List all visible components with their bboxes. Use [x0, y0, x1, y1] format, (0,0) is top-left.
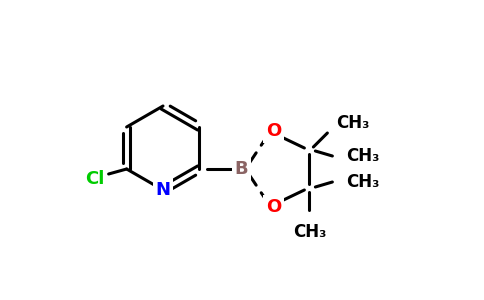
Text: CH₃: CH₃	[293, 223, 326, 241]
Text: O: O	[266, 122, 281, 140]
Text: CH₃: CH₃	[336, 114, 369, 132]
Text: CH₃: CH₃	[346, 147, 379, 165]
Text: B: B	[235, 160, 248, 178]
Text: O: O	[266, 198, 281, 216]
Text: Cl: Cl	[85, 170, 105, 188]
Text: CH₃: CH₃	[346, 173, 379, 191]
Text: N: N	[155, 181, 170, 199]
